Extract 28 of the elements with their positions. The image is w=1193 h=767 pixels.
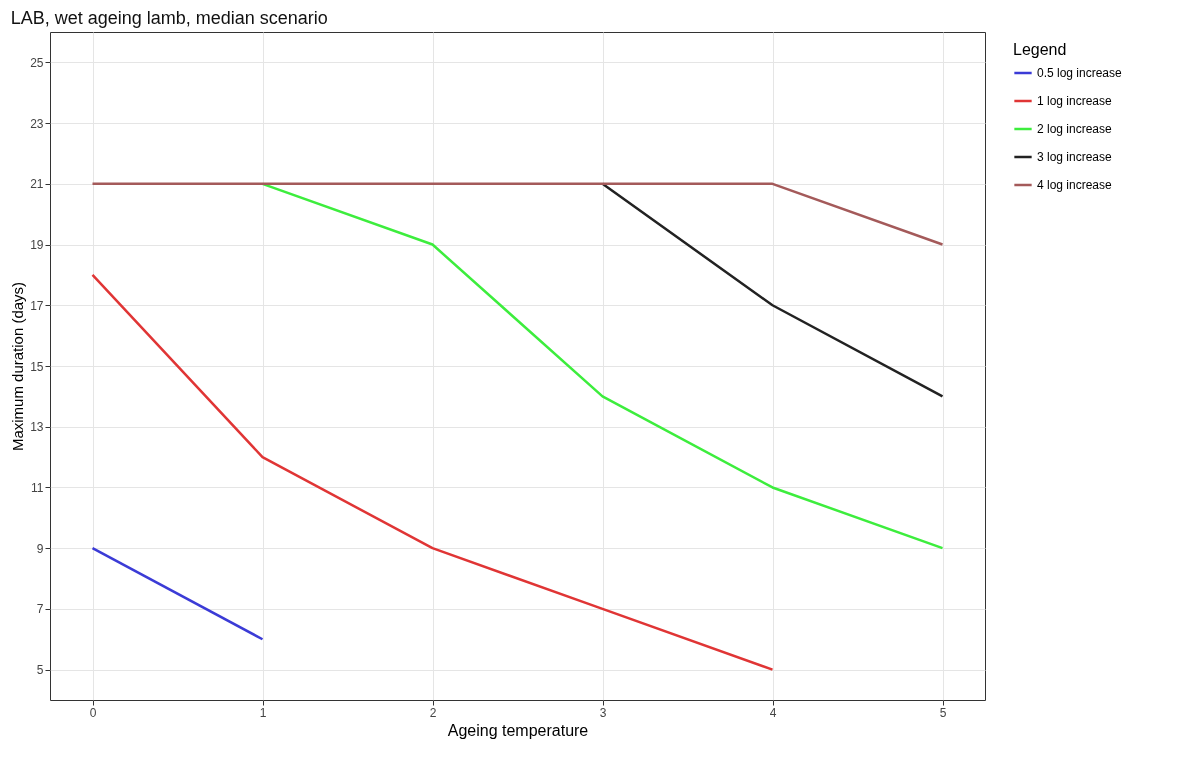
y-tick-label: 21 [30,177,44,192]
y-tick-label: 17 [30,298,44,313]
y-tick-label: 23 [30,116,44,131]
line-series [91,273,774,671]
chart-title: LAB, wet ageing lamb, median scenario [10,8,328,28]
y-tick-label: 19 [30,238,44,253]
y-tick-label: 9 [36,541,44,556]
line-series [261,182,944,550]
y-tick-label: 7 [36,602,44,617]
y-axis-title: Maximum duration (days) [9,281,27,452]
legend-label: 4 log increase [1037,178,1113,192]
x-tick-label: 0 [89,705,97,720]
legend-label: 0.5 log increase [1037,66,1123,80]
x-tick-label: 2 [429,705,437,720]
legend-title: Legend [1013,41,1067,58]
x-tick-label: 1 [259,705,267,720]
legend-label: 3 log increase [1037,150,1113,164]
y-tick-label: 5 [36,663,44,678]
x-tick-label: 4 [769,705,777,720]
y-tick-label: 15 [30,359,44,374]
y-tick-label: 11 [31,480,44,495]
x-tick-label: 3 [599,705,607,720]
x-tick-label: 5 [939,705,947,720]
legend-label: 2 log increase [1037,122,1113,136]
y-tick-label: 25 [30,55,44,70]
x-axis-title: Ageing temperature [447,721,589,739]
legend-label: 1 log increase [1037,94,1113,108]
y-tick-label: 13 [30,420,44,435]
